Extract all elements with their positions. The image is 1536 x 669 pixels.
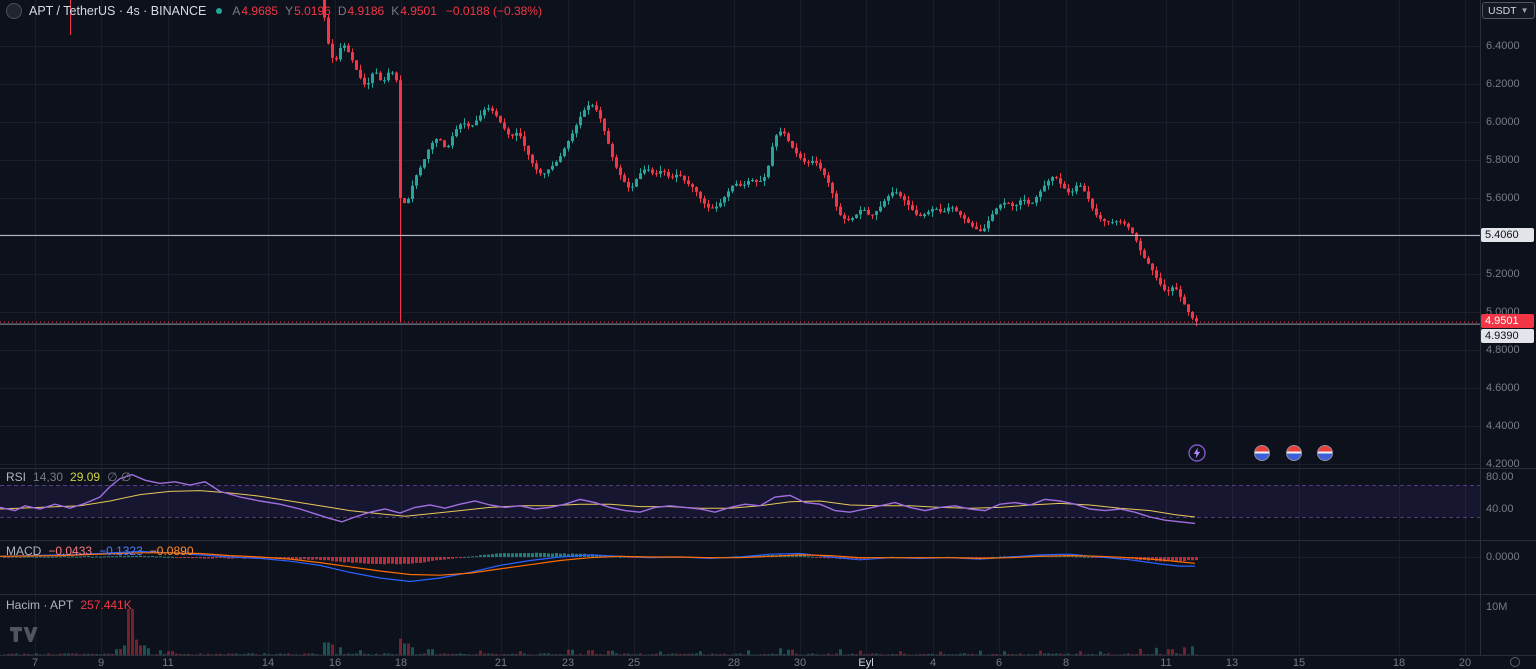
time-axis-label: 23 — [561, 657, 575, 669]
symbol-title[interactable]: APT / TetherUS · 4s · BINANCE — [29, 4, 207, 18]
chevron-down-icon: ▼ — [1520, 6, 1529, 15]
time-axis-label: 4 — [929, 657, 937, 669]
rsi-legend: RSI 14,30 29.09 ∅ ∅ — [6, 470, 131, 484]
macd-hist-value: −0.0433 — [48, 544, 93, 558]
lightning-icon[interactable] — [1188, 444, 1206, 462]
rsi-title[interactable]: RSI — [6, 470, 27, 484]
price-tag: 4.9501 — [1481, 314, 1534, 328]
volume-title[interactable]: Hacim · APT — [6, 598, 74, 612]
ohlc-close: K 4.9501 — [391, 4, 437, 18]
time-axis-label: 25 — [627, 657, 641, 669]
ohlc-low: D 4.9186 — [338, 4, 384, 18]
time-axis-label: 11 — [1160, 657, 1172, 669]
time-axis-label: 7 — [31, 657, 39, 669]
time-axis-label: 8 — [1062, 657, 1070, 669]
high-label: Y — [285, 4, 294, 18]
price-axis-label: 5.2000 — [1486, 268, 1520, 280]
time-axis-label: 13 — [1225, 657, 1239, 669]
symbol-logo-icon — [6, 3, 22, 19]
time-axis-label: 9 — [97, 657, 105, 669]
ohlc-high: Y 5.0196 — [285, 4, 331, 18]
price-axis-label: 4.6000 — [1486, 382, 1520, 394]
currency-selector[interactable]: USDT ▼ — [1482, 2, 1535, 19]
price-tag: 5.4060 — [1481, 228, 1534, 242]
time-axis[interactable]: 7 9 11 14 16 18 21 23 25 28 30 Eyl 4 6 8 11 13 15 18 20 — [0, 655, 1536, 669]
time-axis-label: Eyl — [858, 657, 874, 669]
event-icon[interactable] — [1254, 445, 1270, 461]
time-axis-label: 15 — [1292, 657, 1306, 669]
rsi-hidden-values: ∅ ∅ — [107, 470, 132, 484]
close-label: K — [391, 4, 400, 18]
axis-settings-icon[interactable] — [1510, 657, 1520, 667]
macd-axis-label: 0.0000 — [1486, 551, 1520, 563]
time-axis-label: 14 — [261, 657, 275, 669]
time-axis-label: 16 — [328, 657, 342, 669]
low-label: D — [337, 4, 347, 18]
price-axis-label: 6.4000 — [1486, 40, 1520, 52]
volume-value: 257.441K — [80, 598, 132, 612]
market-status-dot — [216, 8, 223, 14]
low-value: 4.9186 — [347, 4, 385, 18]
open-value: 4.9685 — [241, 4, 279, 18]
price-axis-label: 5.8000 — [1486, 154, 1520, 166]
price-axis-label: 5.6000 — [1486, 192, 1520, 204]
price-change: −0.0188 (−0.38%) — [445, 4, 542, 18]
currency-label: USDT — [1488, 4, 1517, 17]
time-axis-label: 11 — [162, 657, 174, 669]
rsi-params: 14,30 — [33, 470, 64, 484]
time-axis-label: 18 — [1392, 657, 1406, 669]
time-axis-label: 30 — [793, 657, 807, 669]
macd-signal-value: −0.0890 — [149, 544, 194, 558]
time-axis-label: 21 — [494, 657, 508, 669]
rsi-value: 29.09 — [70, 470, 101, 484]
macd-title[interactable]: MACD — [6, 544, 42, 558]
ohlc-open: A 4.9685 — [232, 4, 278, 18]
time-axis-label: 6 — [995, 657, 1003, 669]
price-axis-label: 6.0000 — [1486, 116, 1520, 128]
time-axis-label: 18 — [394, 657, 408, 669]
price-axis[interactable]: 6.4000 6.2000 6.0000 5.8000 5.6000 5.2000 5.00… — [1480, 0, 1536, 655]
price-axis-label: 4.4000 — [1486, 420, 1520, 432]
rsi-axis-label: 80.00 — [1486, 471, 1514, 483]
open-label: A — [232, 4, 241, 18]
price-tag: 4.9390 — [1481, 329, 1534, 343]
macd-legend: MACD −0.0433 −0.1323 −0.0890 — [6, 544, 194, 558]
price-axis-label: 4.2000 — [1486, 458, 1520, 470]
volume-legend: Hacim · APT 257.441K — [6, 598, 132, 612]
event-icon[interactable] — [1317, 445, 1333, 461]
close-value: 4.9501 — [400, 4, 437, 18]
symbol-legend: APT / TetherUS · 4s · BINANCE A 4.9685 Y… — [6, 3, 542, 19]
tradingview-logo[interactable] — [10, 627, 40, 648]
time-axis-label: 28 — [727, 657, 741, 669]
volume-axis-label: 10M — [1486, 601, 1508, 613]
high-value: 5.0196 — [294, 4, 331, 18]
price-axis-label: 6.2000 — [1486, 78, 1520, 90]
event-icon[interactable] — [1286, 445, 1302, 461]
price-axis-label: 4.8000 — [1486, 344, 1520, 356]
rsi-axis-label: 40.00 — [1486, 503, 1514, 515]
macd-line-value: −0.1323 — [99, 544, 143, 558]
time-axis-label: 20 — [1458, 657, 1472, 669]
